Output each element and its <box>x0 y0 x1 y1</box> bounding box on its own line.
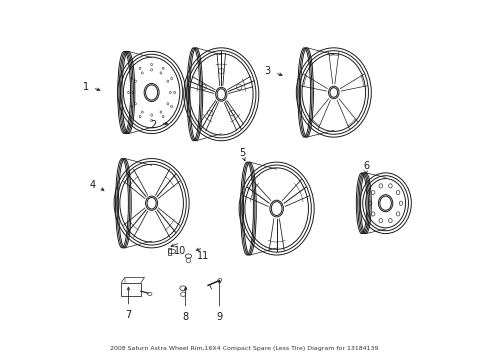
Text: 8: 8 <box>182 312 188 322</box>
Text: 4: 4 <box>89 180 96 190</box>
Text: 1: 1 <box>82 82 88 92</box>
Text: 2008 Saturn Astra Wheel Rim,16X4 Compact Spare (Less Tire) Diagram for 13184139: 2008 Saturn Astra Wheel Rim,16X4 Compact… <box>110 346 378 351</box>
Text: 7: 7 <box>125 310 131 320</box>
Text: 6: 6 <box>362 161 368 171</box>
Text: 10: 10 <box>174 246 186 256</box>
Text: 11: 11 <box>197 251 209 261</box>
Text: 3: 3 <box>264 66 270 76</box>
Text: 9: 9 <box>216 312 222 322</box>
Bar <box>167 248 171 255</box>
Text: 5: 5 <box>239 148 245 158</box>
Text: 2: 2 <box>150 120 156 130</box>
